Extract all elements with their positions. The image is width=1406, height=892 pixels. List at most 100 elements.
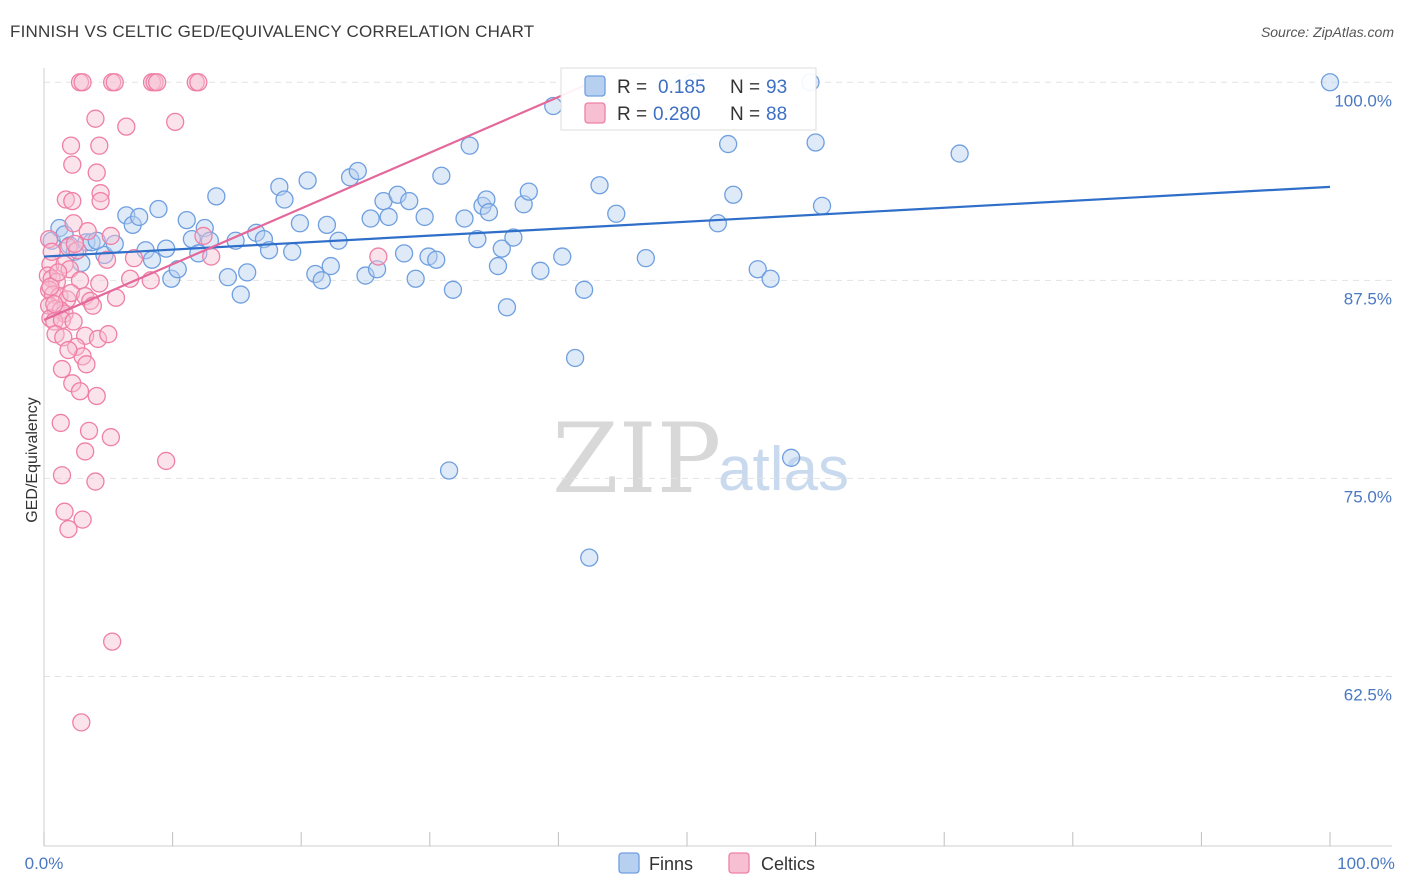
finns-point bbox=[492, 239, 511, 258]
finns-point bbox=[806, 133, 825, 152]
celtics-point bbox=[61, 136, 81, 155]
y-axis-title: GED/Equivalency bbox=[24, 397, 41, 522]
legend-finns-r-label: R = bbox=[617, 77, 647, 98]
finns-point bbox=[406, 269, 425, 288]
finns-point bbox=[415, 207, 434, 227]
celtics-point bbox=[101, 428, 121, 447]
celtics-point bbox=[48, 263, 68, 282]
celtics-point bbox=[45, 294, 64, 314]
finns-point bbox=[400, 191, 419, 211]
finns-point bbox=[207, 187, 226, 206]
celtics-point bbox=[55, 502, 74, 521]
finns-point bbox=[321, 256, 340, 276]
celtics-point bbox=[124, 248, 144, 268]
celtics-point bbox=[70, 382, 90, 401]
celtics-point bbox=[99, 325, 118, 344]
finns-point bbox=[950, 144, 969, 163]
celtics-point bbox=[103, 632, 122, 651]
celtics-point bbox=[77, 355, 96, 374]
finns-point bbox=[356, 266, 375, 285]
finns-point bbox=[317, 215, 337, 235]
finns-point bbox=[636, 248, 655, 268]
x-tick-label-max: 100.0% bbox=[1337, 854, 1395, 873]
celtics-point bbox=[86, 109, 105, 128]
celtics-point bbox=[86, 472, 105, 491]
finns-point bbox=[283, 242, 302, 261]
celtics-point bbox=[97, 250, 117, 269]
finns-point bbox=[275, 190, 294, 209]
y-tick-label: 62.5% bbox=[1344, 685, 1392, 704]
finns-point bbox=[782, 448, 801, 467]
finns-point bbox=[479, 203, 499, 222]
finns-point bbox=[497, 298, 517, 317]
celtics-point bbox=[157, 451, 176, 471]
celtics-point bbox=[90, 274, 109, 293]
celtics-point bbox=[72, 713, 91, 732]
finns-point bbox=[531, 261, 550, 280]
finns-point bbox=[238, 263, 257, 282]
legend-finns-n-value: 93 bbox=[766, 77, 787, 98]
finns-point bbox=[259, 241, 279, 260]
celtics-point bbox=[91, 191, 110, 211]
celtics-point bbox=[194, 226, 213, 246]
finns-point bbox=[719, 134, 738, 154]
celtics-point bbox=[63, 191, 82, 211]
finns-point bbox=[394, 244, 414, 263]
celtics-point bbox=[105, 73, 124, 92]
y-axis-tick-labels: 62.5% 75.0% 87.5% 100.0% bbox=[1334, 91, 1392, 704]
finns-point bbox=[361, 209, 380, 228]
finns-point bbox=[432, 166, 451, 185]
finns-trendline bbox=[43, 185, 1331, 258]
finns-point bbox=[142, 250, 162, 269]
finns-point bbox=[439, 461, 459, 480]
legend-top: R = 0.185 N = 93 R = 0.280 N = 88 bbox=[560, 67, 817, 131]
celtics-point bbox=[117, 117, 136, 136]
celtics-point bbox=[166, 112, 185, 132]
legend-finns-swatch bbox=[584, 75, 606, 97]
celtics-point bbox=[52, 359, 72, 379]
finns-point bbox=[177, 210, 196, 230]
celtics-point bbox=[63, 155, 82, 174]
watermark-zip-text: ZIP bbox=[552, 403, 721, 515]
y-tick-label: 100.0% bbox=[1334, 91, 1392, 110]
legend-celtics-r-value: 0.280 bbox=[653, 104, 701, 125]
finns-point bbox=[290, 214, 310, 233]
finns-point bbox=[455, 209, 474, 228]
finns-point bbox=[312, 271, 331, 290]
gridlines bbox=[44, 81, 1392, 677]
finns-point bbox=[162, 269, 181, 288]
celtics-point bbox=[51, 413, 70, 433]
chart-title: FINNISH VS CELTIC GED/EQUIVALENCY CORREL… bbox=[10, 22, 535, 41]
finns-point bbox=[708, 214, 728, 233]
x-tick-label-min: 0.0% bbox=[25, 854, 64, 873]
celtics-point bbox=[56, 190, 76, 209]
finns-point bbox=[149, 199, 168, 219]
x-axis-ticks bbox=[43, 832, 1331, 846]
trendlines bbox=[43, 76, 1331, 321]
celtics-point bbox=[87, 163, 106, 182]
finns-point bbox=[460, 136, 479, 155]
finns-point bbox=[607, 204, 626, 223]
celtics-point bbox=[78, 222, 97, 241]
celtics-point bbox=[73, 73, 92, 92]
finns-point bbox=[1320, 73, 1340, 92]
celtics-point bbox=[76, 442, 95, 461]
celtics-point bbox=[189, 73, 208, 92]
legend-finns-r-value: 0.185 bbox=[658, 77, 706, 98]
celtics-trendline bbox=[43, 76, 604, 321]
watermark-atlas-text: atlas bbox=[718, 435, 849, 504]
legend-celtics-n-label: N = bbox=[730, 104, 760, 125]
celtics-point bbox=[61, 283, 81, 303]
finns-point bbox=[574, 280, 594, 299]
y-tick-label: 87.5% bbox=[1344, 289, 1392, 308]
bottom-legend-finns-swatch bbox=[618, 852, 640, 874]
celtics-point bbox=[59, 340, 78, 360]
legend-finns-n-label: N = bbox=[730, 77, 760, 98]
finns-point bbox=[761, 269, 780, 288]
celtics-point bbox=[59, 519, 78, 539]
celtics-point bbox=[148, 73, 167, 92]
finns-point bbox=[388, 185, 407, 204]
finns-point bbox=[218, 268, 238, 287]
finns-point bbox=[724, 185, 743, 204]
